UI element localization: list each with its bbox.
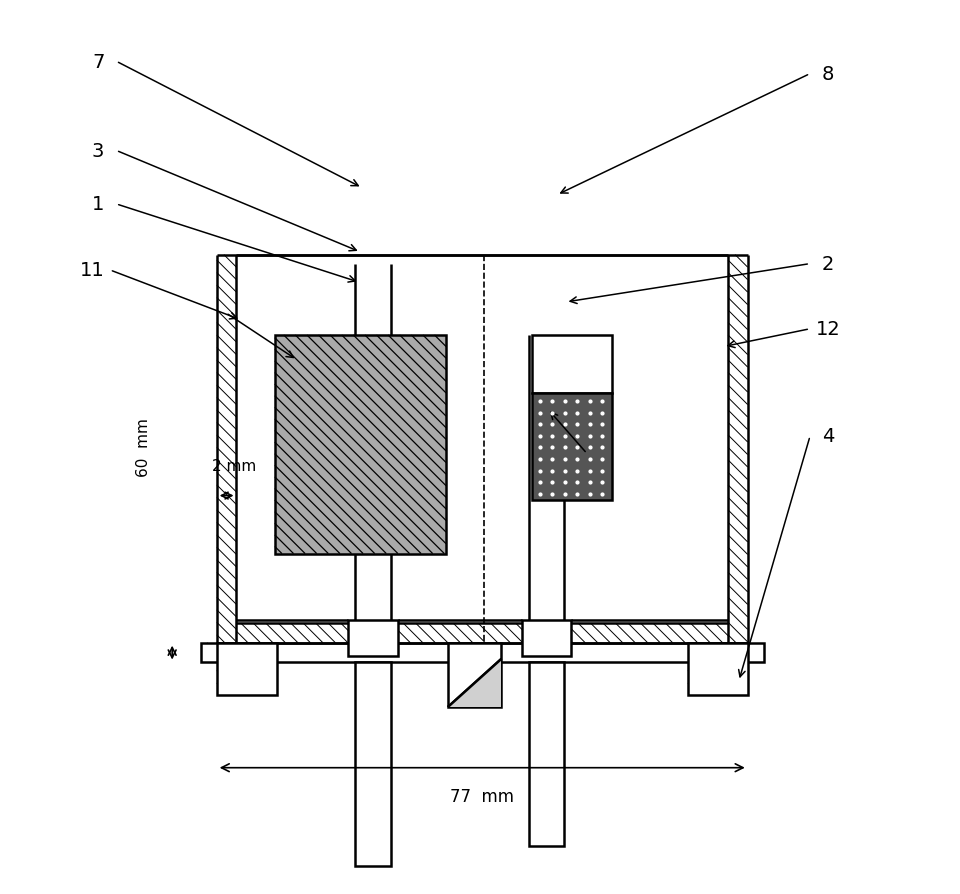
- Text: 3: 3: [92, 141, 105, 161]
- Polygon shape: [448, 659, 501, 707]
- Bar: [532, 393, 612, 501]
- Bar: [529, 662, 564, 847]
- Text: 2 mm: 2 mm: [211, 459, 256, 474]
- Bar: [688, 643, 748, 695]
- Text: 7: 7: [92, 53, 105, 72]
- Bar: [355, 662, 391, 866]
- Text: 2: 2: [822, 255, 834, 274]
- Bar: [275, 335, 446, 554]
- Text: 11: 11: [80, 261, 105, 280]
- Text: 1: 1: [92, 195, 105, 214]
- Bar: [448, 643, 501, 707]
- Bar: [201, 643, 764, 662]
- Bar: [217, 643, 276, 695]
- Text: 12: 12: [816, 320, 840, 339]
- Text: 60  mm: 60 mm: [136, 417, 151, 477]
- Text: 77  mm: 77 mm: [450, 788, 515, 805]
- Bar: [522, 620, 571, 656]
- Text: 4: 4: [822, 426, 834, 446]
- Bar: [348, 620, 397, 656]
- Text: 8: 8: [822, 65, 834, 84]
- Bar: [532, 335, 612, 393]
